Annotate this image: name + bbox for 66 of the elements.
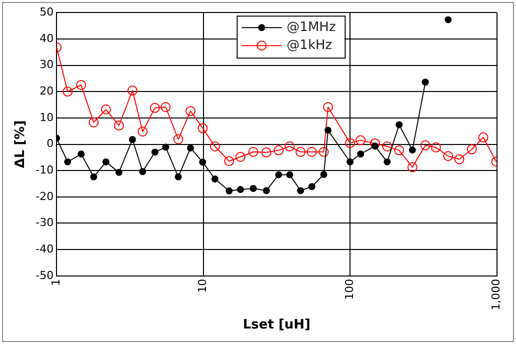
point — [224, 156, 234, 166]
point — [102, 158, 110, 166]
point — [115, 168, 122, 176]
point — [76, 80, 86, 90]
point — [236, 186, 244, 194]
point — [407, 162, 418, 172]
point — [408, 146, 416, 154]
y-tick-label: -20 — [36, 190, 54, 203]
y-tick-label: 0 — [46, 137, 54, 150]
point — [396, 121, 403, 128]
point — [211, 176, 218, 183]
point — [430, 142, 441, 152]
point — [466, 144, 477, 154]
y-axis-title: ΔL [%] — [13, 120, 28, 168]
y-tick-label: -40 — [36, 242, 54, 256]
point — [235, 152, 246, 162]
point — [186, 106, 196, 116]
point — [187, 144, 194, 152]
point — [297, 187, 304, 194]
legend-label: @1kHz — [286, 38, 332, 53]
point — [296, 146, 306, 157]
point — [199, 158, 206, 166]
point — [138, 126, 148, 137]
y-tick-label: 50 — [40, 5, 54, 18]
point — [173, 134, 184, 144]
y-tick-label: 40 — [40, 32, 54, 45]
point — [346, 158, 354, 166]
point — [382, 141, 392, 152]
point — [210, 141, 220, 152]
x-tick-label: 100 — [342, 278, 356, 300]
legend-label: @1MHz — [286, 20, 336, 35]
point — [286, 171, 294, 178]
y-tick-label: 10 — [40, 110, 54, 124]
point — [162, 144, 170, 151]
point — [226, 187, 233, 194]
point — [394, 145, 404, 156]
point — [88, 117, 99, 128]
point — [139, 168, 146, 176]
point — [284, 141, 295, 152]
point — [345, 138, 356, 148]
point — [151, 148, 158, 156]
point — [370, 138, 380, 148]
point — [443, 151, 454, 162]
point — [444, 16, 452, 24]
x-tick-label: 1,000 — [490, 278, 503, 310]
point — [454, 154, 464, 164]
y-tick-label: 20 — [40, 84, 54, 98]
point — [198, 123, 208, 134]
x-axis-title: Lset [uH] — [242, 318, 310, 333]
point — [62, 86, 73, 97]
point — [160, 102, 171, 112]
point — [384, 158, 391, 166]
y-tick-label: 30 — [40, 58, 54, 72]
point — [114, 120, 124, 131]
point — [250, 184, 257, 192]
point — [150, 102, 160, 113]
point — [64, 158, 72, 166]
point — [174, 173, 182, 180]
point — [78, 150, 85, 158]
point — [90, 173, 98, 180]
point — [372, 142, 379, 150]
y-tick-label: -30 — [36, 216, 54, 230]
x-tick-label: 10 — [196, 278, 210, 293]
point — [100, 104, 111, 114]
y-tick-label: -10 — [36, 163, 54, 176]
point — [248, 146, 258, 157]
